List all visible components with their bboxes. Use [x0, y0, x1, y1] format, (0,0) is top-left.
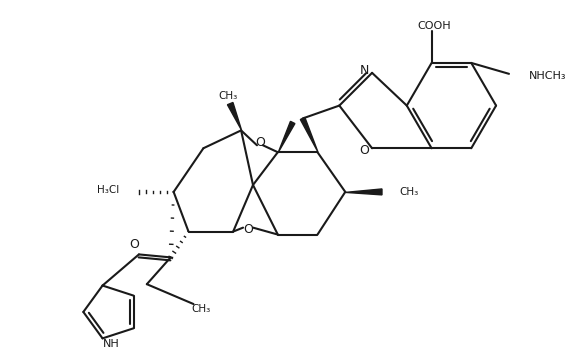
Text: NHCH₃: NHCH₃ — [529, 71, 567, 81]
Text: NH: NH — [103, 339, 119, 349]
Text: CH₃: CH₃ — [219, 91, 238, 101]
Polygon shape — [227, 103, 242, 130]
Text: COOH: COOH — [418, 21, 451, 31]
Polygon shape — [300, 117, 318, 152]
Text: O: O — [243, 223, 253, 236]
Text: H₃Cl: H₃Cl — [97, 185, 119, 195]
Text: CH₃: CH₃ — [400, 187, 419, 197]
Text: N: N — [359, 64, 369, 77]
Polygon shape — [346, 189, 382, 195]
Text: O: O — [129, 238, 139, 251]
Text: O: O — [255, 136, 265, 149]
Text: O: O — [359, 144, 369, 157]
Polygon shape — [278, 121, 295, 152]
Text: CH₃: CH₃ — [192, 304, 211, 314]
